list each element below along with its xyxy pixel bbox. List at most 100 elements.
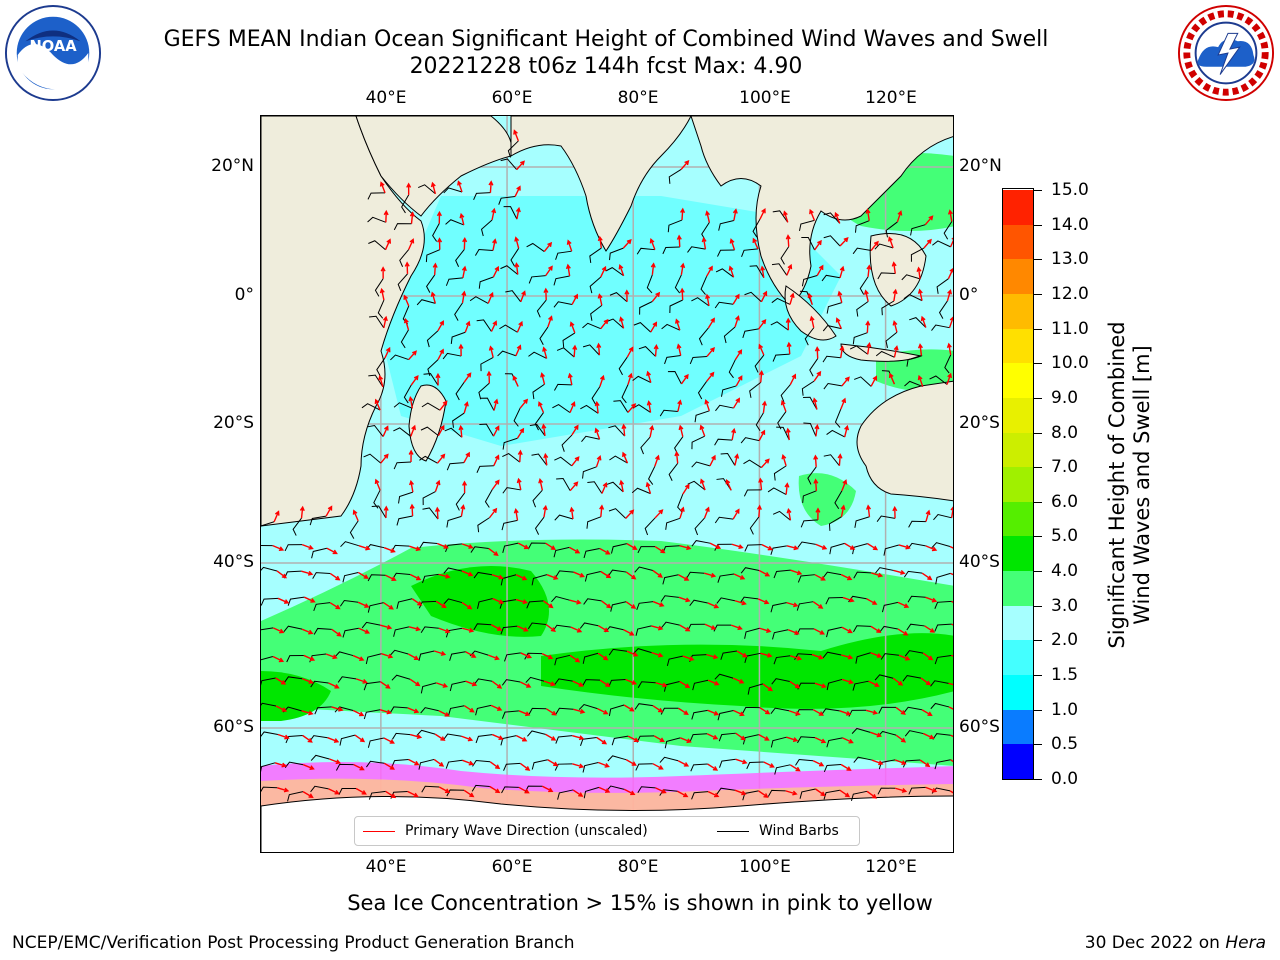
wind-barb bbox=[881, 601, 899, 613]
wave-arrow bbox=[646, 400, 652, 413]
wind-barb bbox=[795, 758, 814, 766]
wind-barb bbox=[339, 599, 359, 607]
wave-arrow bbox=[519, 398, 529, 409]
wave-arrow bbox=[488, 654, 500, 661]
wind-barb bbox=[826, 302, 842, 314]
wind-barb bbox=[501, 519, 518, 531]
wind-barb bbox=[557, 789, 574, 800]
wind-barb bbox=[561, 434, 573, 452]
wind-barb bbox=[349, 520, 359, 539]
wind-barb bbox=[716, 787, 735, 795]
wind-barb bbox=[532, 489, 543, 508]
wave-arrow bbox=[595, 455, 602, 468]
wind-barb bbox=[455, 492, 466, 511]
wave-arrow bbox=[571, 424, 579, 436]
wave-arrow bbox=[814, 682, 827, 689]
wave-arrow bbox=[679, 624, 691, 632]
wind-barb bbox=[555, 735, 573, 744]
wave-arrow bbox=[543, 680, 556, 687]
wave-arrow bbox=[897, 601, 910, 609]
wind-barb bbox=[875, 567, 894, 574]
colorbar-segment bbox=[1003, 466, 1033, 502]
wave-arrow bbox=[358, 545, 371, 551]
wind-barb bbox=[314, 706, 332, 715]
wind-barb bbox=[416, 729, 436, 736]
wave-arrow bbox=[706, 265, 713, 277]
wave-arrow bbox=[758, 343, 765, 356]
wave-arrow bbox=[895, 706, 906, 715]
wind-barb bbox=[527, 622, 547, 630]
wind-barb bbox=[419, 541, 438, 549]
wind-barb bbox=[478, 382, 490, 400]
wind-barb bbox=[821, 274, 841, 282]
wind-barb bbox=[694, 410, 710, 423]
wave-arrow bbox=[329, 572, 341, 581]
wind-barb bbox=[368, 240, 386, 251]
wave-arrow bbox=[758, 569, 771, 577]
wave-arrow bbox=[813, 628, 825, 635]
wave-arrow bbox=[760, 265, 766, 278]
wind-barb bbox=[426, 330, 439, 348]
wind-barb bbox=[771, 263, 788, 276]
legend-item-wave-direction: Primary Wave Direction (unscaled) bbox=[363, 823, 648, 839]
wave-arrow bbox=[625, 759, 637, 766]
wind-barb bbox=[903, 570, 923, 578]
wind-barb bbox=[904, 650, 924, 657]
wind-barb bbox=[377, 299, 385, 319]
wave-arrow bbox=[374, 478, 381, 491]
wind-barb bbox=[553, 275, 570, 286]
wind-barb bbox=[261, 656, 274, 661]
wave-arrow bbox=[569, 506, 575, 520]
wave-arrow bbox=[679, 506, 685, 519]
wind-barb bbox=[749, 516, 760, 535]
wind-barb bbox=[310, 680, 329, 688]
wave-arrow bbox=[888, 236, 894, 249]
wind-barb bbox=[798, 219, 815, 231]
wind-barb bbox=[528, 275, 546, 284]
wind-barb bbox=[311, 547, 328, 559]
wave-arrow bbox=[896, 210, 903, 223]
wave-arrow bbox=[735, 758, 748, 765]
wind-barb bbox=[374, 278, 384, 297]
wind-barb bbox=[340, 541, 359, 548]
colorbar-segment bbox=[1003, 258, 1033, 294]
wave-arrow bbox=[437, 542, 449, 549]
lon-tick-bottom-60e: 60°E bbox=[491, 857, 533, 877]
wind-barb bbox=[261, 786, 278, 793]
colorbar-tick-mark bbox=[1034, 293, 1042, 295]
wind-barb bbox=[310, 785, 329, 793]
wave-arrow bbox=[514, 236, 520, 249]
wind-barb bbox=[850, 790, 868, 802]
wind-barb bbox=[261, 544, 273, 547]
wind-barb bbox=[611, 735, 629, 746]
wave-arrow bbox=[599, 374, 605, 387]
wind-barb bbox=[342, 627, 359, 638]
wave-arrow bbox=[492, 265, 500, 278]
wind-barb bbox=[797, 541, 816, 548]
wind-barb bbox=[555, 570, 574, 578]
wind-barb bbox=[902, 759, 921, 768]
wind-barb bbox=[445, 277, 463, 286]
wave-arrow bbox=[538, 401, 545, 413]
wave-arrow bbox=[275, 705, 288, 712]
wave-arrow bbox=[786, 507, 792, 521]
wind-barb bbox=[526, 600, 544, 609]
wave-arrow bbox=[868, 680, 880, 687]
wind-barb bbox=[691, 461, 711, 468]
wind-barb bbox=[632, 648, 652, 655]
wave-arrow bbox=[408, 758, 420, 766]
wind-barb bbox=[851, 727, 871, 734]
wave-arrow bbox=[923, 238, 932, 249]
wind-barb bbox=[931, 542, 951, 549]
wind-barb bbox=[773, 655, 791, 665]
wave-arrow bbox=[520, 652, 533, 659]
wind-barb bbox=[445, 543, 463, 553]
wave-arrow bbox=[733, 709, 745, 717]
wind-barb bbox=[635, 625, 652, 636]
wave-arrow bbox=[679, 287, 685, 301]
colorbar-tick-mark bbox=[1034, 779, 1042, 780]
colorbar-tick-label: 0.5 bbox=[1051, 734, 1079, 755]
borneo-landmass bbox=[869, 233, 927, 307]
wave-arrow bbox=[865, 709, 879, 715]
colorbar-tick-label: 6.0 bbox=[1051, 491, 1079, 512]
